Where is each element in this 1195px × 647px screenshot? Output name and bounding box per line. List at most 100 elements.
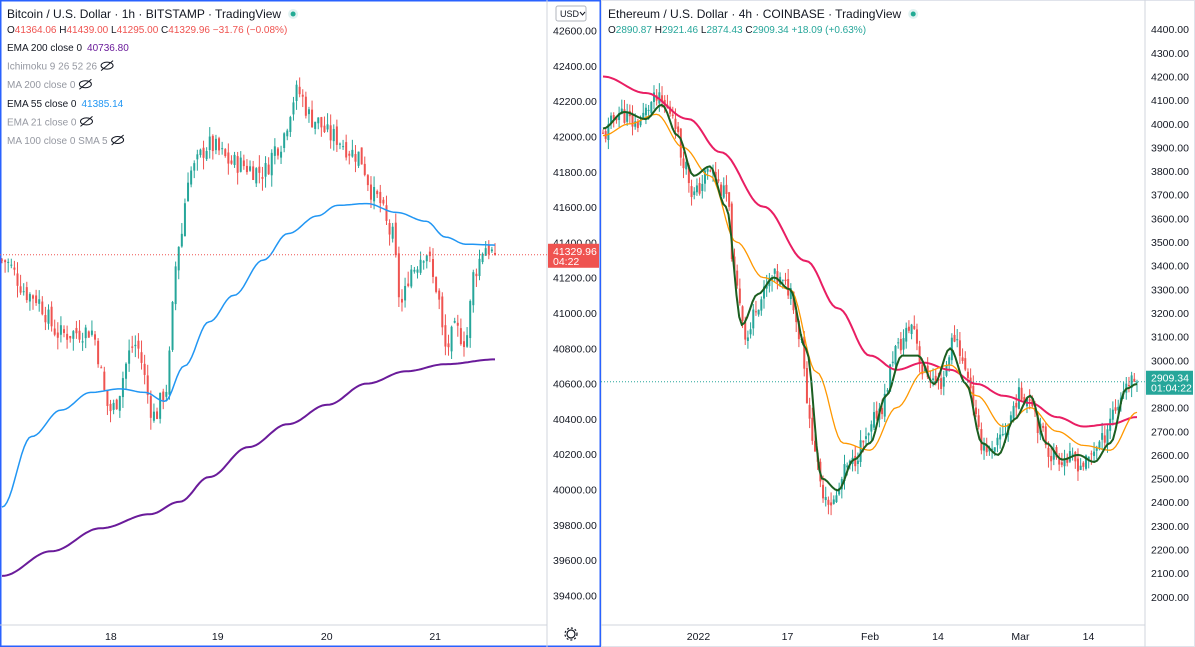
- candle-up: [607, 124, 610, 141]
- currency-button[interactable]: [555, 5, 587, 22]
- candle-up: [832, 499, 835, 504]
- ethereum-chart-pane[interactable]: 2000.00 2100.00 2200.00 2300.00 2400.00 2500.…: [601, 0, 1195, 647]
- chart-frame: [601, 0, 1195, 647]
- candle-down: [304, 96, 307, 116]
- indicator-legend-label[interactable]: EMA 21 close 0: [7, 117, 77, 128]
- candle-up: [693, 191, 696, 195]
- candle-up: [84, 327, 87, 339]
- candle-down: [143, 363, 146, 375]
- candle-down: [602, 132, 604, 134]
- candle-down: [736, 270, 739, 286]
- candle-down: [827, 499, 830, 505]
- candle-up: [897, 342, 900, 344]
- market-status-dot: [290, 11, 296, 17]
- candle-down: [1082, 462, 1085, 467]
- candle-up: [894, 345, 897, 365]
- candle-up: [239, 157, 242, 172]
- candle-up: [180, 233, 183, 247]
- candle-down: [441, 296, 444, 328]
- candle-up: [490, 249, 493, 252]
- candle-down: [784, 279, 787, 282]
- eye-slash-icon: [79, 78, 92, 90]
- candle-down: [227, 152, 230, 164]
- last-price-value: 41329.96: [553, 246, 597, 258]
- indicator-line-3: [602, 103, 1138, 492]
- candle-down: [146, 375, 149, 396]
- candle-up: [873, 412, 876, 428]
- hidden-eye-icon[interactable]: [111, 136, 125, 144]
- candle-down: [236, 156, 239, 173]
- candle-up: [484, 248, 487, 256]
- candle-up: [886, 390, 889, 392]
- candle-up: [10, 264, 13, 266]
- candle-down: [162, 391, 165, 401]
- indicator-legend-label[interactable]: MA 200 close 0: [7, 80, 76, 91]
- ohlc-part: 2874.43: [706, 25, 743, 36]
- indicator-line-1: [602, 75, 1138, 428]
- gear-icon[interactable]: [566, 629, 576, 639]
- candle-up: [422, 261, 425, 263]
- ohlc-part: 2909.34: [753, 25, 790, 36]
- candle-down: [744, 322, 747, 340]
- candle-up: [902, 338, 905, 350]
- candle-up: [183, 203, 186, 237]
- candle-down: [918, 346, 921, 365]
- candle-down: [245, 165, 248, 173]
- hidden-eye-icon[interactable]: [100, 61, 114, 70]
- candle-down: [795, 310, 798, 323]
- candle-down: [730, 203, 733, 259]
- candle-down: [97, 340, 100, 365]
- eye-slash-icon: [111, 134, 124, 146]
- candle-down: [690, 186, 693, 198]
- candle-up: [283, 133, 286, 149]
- candle-down: [671, 114, 674, 116]
- candle-down: [69, 335, 72, 339]
- bar-countdown: 04:22: [553, 256, 579, 268]
- hidden-eye-icon[interactable]: [78, 80, 92, 89]
- price-axis-tick-label: 3700.00: [1151, 190, 1189, 202]
- currency-button-label[interactable]: USD: [560, 9, 580, 19]
- candle-down: [1055, 447, 1058, 458]
- bar-countdown: 01:04:22: [1151, 383, 1192, 395]
- candle-down: [811, 417, 814, 441]
- candle-down: [4, 260, 7, 263]
- ohlc-part: C: [743, 25, 753, 36]
- indicator-legend-label[interactable]: MA 100 close 0 SMA 5: [7, 136, 108, 147]
- candle-up: [351, 149, 354, 157]
- candle-down: [623, 109, 626, 123]
- candle-up: [864, 436, 867, 439]
- candle-up: [838, 488, 841, 495]
- candle-up: [59, 325, 62, 335]
- candle-down: [335, 126, 338, 145]
- candle-up: [1017, 387, 1020, 409]
- candle-up: [7, 261, 10, 263]
- candle-down: [109, 403, 112, 412]
- candle-up: [891, 361, 894, 364]
- price-axis-tick-label: 2300.00: [1151, 521, 1189, 533]
- candle-down: [106, 390, 109, 406]
- candle-down: [323, 125, 326, 132]
- indicator-legend-label[interactable]: Ichimoku 9 26 52 26: [7, 62, 97, 73]
- candle-down: [738, 288, 741, 304]
- candle-down: [379, 191, 382, 204]
- chart-frame: [0, 0, 601, 647]
- indicator-legend-label[interactable]: EMA 55 close 0: [7, 99, 77, 110]
- candle-down: [913, 326, 916, 329]
- candle-up: [332, 128, 335, 142]
- candle-up: [1068, 451, 1071, 462]
- indicator-legend-label[interactable]: EMA 200 close 0: [7, 43, 82, 54]
- candle-down: [808, 405, 811, 419]
- candle-down: [741, 306, 744, 322]
- ohlc-values: O41364.06 H41439.00 L41295.00 C41329.96 …: [7, 25, 287, 36]
- candle-up: [843, 464, 846, 481]
- candle-up: [1106, 429, 1109, 445]
- price-axis-tick-label: 40400.00: [553, 414, 597, 426]
- price-axis-tick-label: 2800.00: [1151, 403, 1189, 415]
- candle-down: [875, 410, 878, 419]
- candle-down: [382, 199, 385, 204]
- bitcoin-chart-pane[interactable]: 39400.00 39600.00 39800.00 40000.00 40200.00…: [0, 0, 601, 647]
- hidden-eye-icon[interactable]: [79, 117, 93, 126]
- price-axis-tick-label: 4200.00: [1151, 71, 1189, 83]
- candle-down: [1090, 453, 1093, 455]
